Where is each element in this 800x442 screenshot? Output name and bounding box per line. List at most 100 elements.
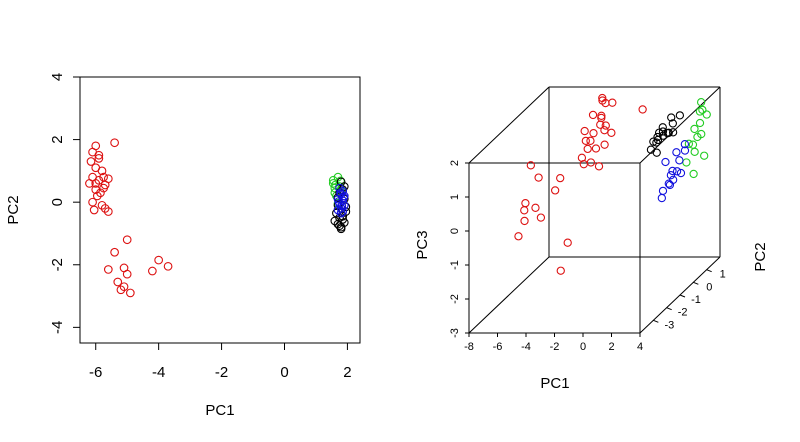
data-point xyxy=(675,111,685,120)
x-tick-label: -4 xyxy=(152,364,165,381)
data-point xyxy=(607,128,616,137)
x-tick-label: -2 xyxy=(215,364,228,381)
data-point xyxy=(649,137,658,146)
data-point xyxy=(163,261,173,271)
z-tick-label: 1 xyxy=(449,194,461,200)
data-point xyxy=(116,285,126,295)
data-point xyxy=(514,232,523,241)
x-tick-label: 4 xyxy=(637,341,643,353)
data-point xyxy=(339,182,349,191)
y-tick-label: 1 xyxy=(720,269,726,281)
y-tick-mark xyxy=(679,294,686,298)
y-tick-mark xyxy=(653,319,659,323)
z-axis: -3 -2 -1 0 1 2 xyxy=(449,160,469,338)
data-point xyxy=(657,193,666,203)
x-tick-label: -6 xyxy=(493,341,503,353)
x-tick-label: 0 xyxy=(280,364,288,381)
data-point xyxy=(97,200,107,210)
y-axis-title: PC2 xyxy=(5,195,22,224)
data-point xyxy=(338,207,348,216)
data-point xyxy=(103,265,113,274)
data-point xyxy=(154,255,164,265)
data-point xyxy=(94,150,104,160)
data-point xyxy=(689,169,698,179)
data-point xyxy=(110,138,119,148)
data-point xyxy=(122,235,132,245)
data-point xyxy=(333,219,343,229)
data-point xyxy=(589,129,598,138)
cube-edge xyxy=(468,86,550,164)
data-point xyxy=(588,110,598,120)
data-point xyxy=(113,277,123,287)
z-tick-label: 2 xyxy=(449,160,461,166)
data-point xyxy=(695,118,705,128)
data-point xyxy=(601,121,610,130)
pca-2d-scatter: -6 -4 -2 0 2 -4 -2 0 2 4 PC1 PC2 xyxy=(5,73,361,419)
data-point xyxy=(94,154,104,163)
data-point xyxy=(341,207,351,216)
data-point xyxy=(89,205,99,215)
z-tick-label: -1 xyxy=(449,260,461,270)
y-tick-label: -2 xyxy=(678,307,688,319)
x-tick-label: 2 xyxy=(343,364,351,381)
data-point xyxy=(668,166,677,176)
x-tick-label: -8 xyxy=(464,341,474,353)
data-point xyxy=(663,129,672,138)
data-point xyxy=(600,126,609,135)
data-point xyxy=(580,126,589,136)
data-point xyxy=(336,224,346,234)
data-point xyxy=(581,136,590,146)
data-point xyxy=(591,144,601,153)
data-point xyxy=(653,132,662,142)
data-point xyxy=(536,213,546,222)
data-point xyxy=(96,188,105,198)
data-point xyxy=(600,140,609,149)
x-tick-label: -6 xyxy=(89,364,102,381)
x-axis: -8 -6 -4 -2 0 2 4 xyxy=(464,333,643,353)
data-point xyxy=(125,288,135,298)
data-point xyxy=(330,183,340,193)
data-point xyxy=(667,113,676,122)
data-point xyxy=(110,247,119,257)
data-point xyxy=(638,105,647,114)
data-point xyxy=(583,144,592,154)
y-tick-label: -1 xyxy=(691,294,701,306)
x-tick-label: 2 xyxy=(608,341,614,353)
data-point xyxy=(88,197,97,207)
data-point xyxy=(666,171,676,180)
x-axis: -6 -4 -2 0 2 xyxy=(89,343,352,381)
plot-box xyxy=(79,76,361,344)
z-tick-label: 0 xyxy=(449,228,461,234)
data-point xyxy=(652,148,661,157)
y-tick-label: 0 xyxy=(706,281,712,293)
data-point xyxy=(668,119,677,128)
y-tick-mark xyxy=(666,307,672,311)
data-point xyxy=(658,127,668,136)
data-point xyxy=(336,188,345,198)
y-tick-label: -2 xyxy=(49,258,66,271)
data-point xyxy=(97,166,107,176)
data-point xyxy=(85,179,94,188)
data-point xyxy=(335,183,344,193)
data-point xyxy=(91,185,101,195)
data-point xyxy=(608,98,617,107)
depth-axis-title: PC2 xyxy=(752,242,769,271)
data-point xyxy=(99,183,108,193)
data-point xyxy=(690,124,699,134)
x-tick-label: -4 xyxy=(521,341,531,353)
data-point xyxy=(698,105,707,115)
data-point xyxy=(680,146,690,155)
x-axis-title: PC1 xyxy=(205,402,234,419)
y-axis: -3 -2-1 01 xyxy=(653,269,726,331)
data-point xyxy=(668,128,678,137)
data-point xyxy=(658,186,668,196)
data-point xyxy=(672,167,682,176)
x-tick-label: 0 xyxy=(580,341,586,353)
data-point xyxy=(520,216,529,226)
data-point xyxy=(339,193,348,202)
data-point xyxy=(682,158,691,167)
data-point xyxy=(336,208,346,218)
data-point xyxy=(669,175,678,184)
